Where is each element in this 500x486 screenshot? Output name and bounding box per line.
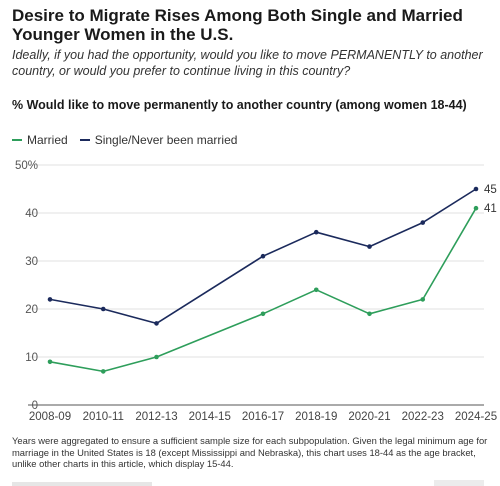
gridlines (28, 164, 484, 406)
data-point-single (367, 244, 372, 249)
data-point-married (473, 205, 479, 211)
data-point-single (100, 306, 106, 312)
x-tick-label: 2024-25 (455, 411, 497, 423)
brand-logo (434, 480, 484, 486)
chart-heading: % Would like to move permanently to anot… (12, 98, 467, 112)
y-axis-ticks: 0 10 20 30 40 50% (15, 160, 38, 412)
series-end-labels: 41 45 (484, 184, 497, 215)
series-line-single (49, 188, 477, 325)
end-label-single: 45 (484, 184, 497, 196)
x-tick-label: 2014-15 (189, 411, 231, 423)
data-point-married (420, 297, 426, 302)
line-chart: 0 10 20 30 40 50% 2008-09 2010-11 2012-13 2014-1… (15, 160, 497, 423)
footnote: Years were aggregated to ensure a suffic… (12, 435, 488, 469)
x-tick-label: 2010-11 (83, 411, 124, 423)
data-point-married (47, 359, 53, 365)
x-axis-ticks: 2008-09 2010-11 2012-13 2014-15 2016-17 2018-… (29, 411, 497, 423)
legend-swatch-single (79, 139, 90, 141)
legend: Married Single/Never been married (12, 132, 249, 148)
x-tick-label: 2016-17 (242, 411, 284, 423)
x-tick-label: 2018-19 (295, 411, 337, 423)
legend-item-married: Married (12, 133, 68, 147)
data-point-married (154, 354, 159, 360)
series-lines (47, 186, 479, 374)
data-point-married (260, 311, 266, 317)
x-tick-label: 2022-23 (402, 411, 444, 423)
end-label-married: 41 (484, 203, 497, 215)
x-tick-label: 2012-13 (135, 411, 177, 423)
legend-label-single: Single/Never been married (94, 133, 238, 147)
chart-subtitle: Ideally, if you had the opportunity, wou… (12, 48, 483, 78)
legend-label-married: Married (27, 133, 68, 147)
x-tick-label: 2008-09 (29, 411, 71, 423)
data-point-single (260, 253, 266, 259)
y-tick-label: 0 (32, 400, 38, 412)
y-tick-label: 40 (25, 208, 38, 220)
data-point-married (367, 311, 372, 317)
chart-title: Desire to Migrate Rises Among Both Singl… (12, 6, 463, 44)
y-tick-label: 30 (25, 256, 38, 268)
y-tick-label: 20 (25, 304, 38, 316)
legend-swatch-married (12, 139, 22, 141)
data-point-married (100, 369, 106, 374)
x-tick-label: 2020-21 (348, 411, 390, 423)
data-point-single (420, 220, 426, 225)
data-point-single (473, 186, 479, 192)
y-tick-label: 10 (25, 352, 38, 364)
y-tick-label: 50% (15, 160, 38, 172)
data-point-single (47, 297, 53, 302)
data-point-single (313, 229, 319, 235)
legend-item-single: Single/Never been married (79, 133, 238, 147)
data-point-married (313, 287, 319, 293)
source-text-bar (12, 482, 152, 486)
data-point-single (154, 321, 159, 326)
series-line-married (49, 207, 477, 373)
source-footer (12, 480, 490, 486)
